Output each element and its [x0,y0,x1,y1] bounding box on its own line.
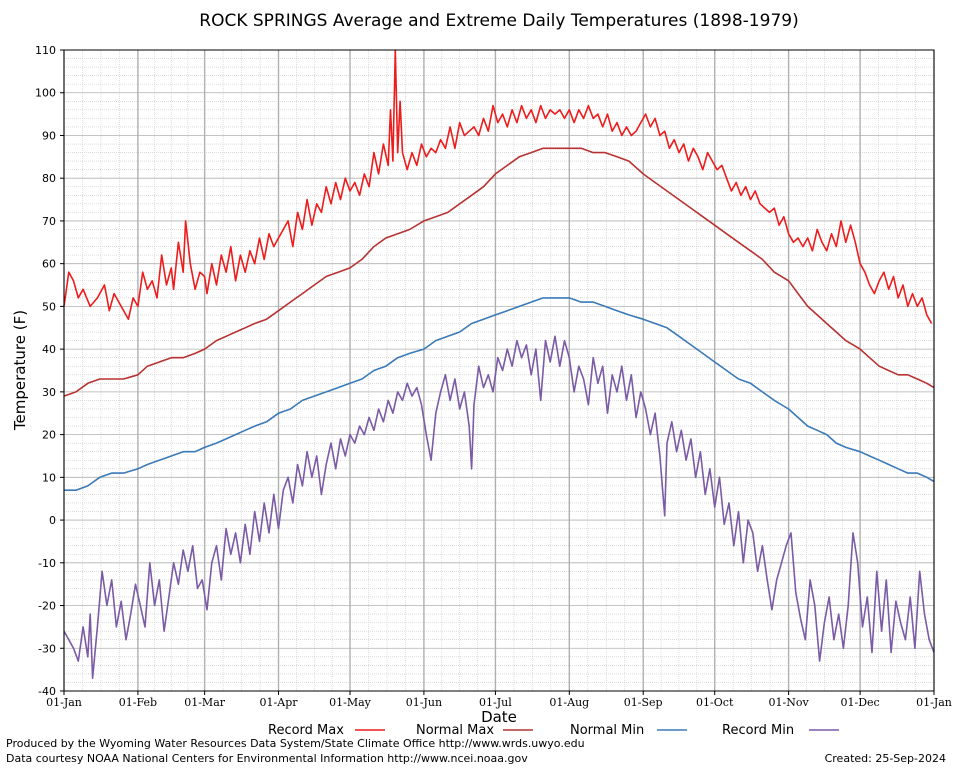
legend-label-record-min: Record Min [722,723,794,738]
axes [63,49,935,692]
y-tick-label: 110 [35,44,56,57]
legend: Record Max Normal Max Normal Min Record Min [268,723,839,738]
legend-label-record-max: Record Max [268,723,344,738]
y-axis-label: Temperature (F) [11,310,29,431]
y-tick-label: 60 [42,258,56,271]
x-tick-label: 01-Aug [549,696,589,709]
x-tick-label: 01-Jan [916,696,952,709]
y-tick-label: 0 [49,514,56,527]
y-tick-label: -10 [38,557,56,570]
credit-produced-by: Produced by the Wyoming Water Resources … [6,737,585,750]
x-tick-label: 01-May [329,696,372,709]
major-grid [63,49,935,692]
y-tick-labels: -40 -30 -20 -10 0 10 20 30 40 50 60 70 80 90 100 110 [35,44,64,698]
x-tick-label: 01-Nov [769,696,810,709]
y-tick-label: 10 [42,471,56,484]
x-tick-label: 01-Oct [696,696,734,709]
y-tick-label: 30 [42,386,56,399]
x-tick-label: 01-Jan [46,696,82,709]
plot-background [64,50,934,691]
credit-data-source: Data courtesy NOAA National Centers for … [6,752,528,765]
x-axis-label: Date [481,708,517,726]
y-tick-label: -40 [38,685,56,698]
plot-frame [63,49,935,692]
series-line-record-min [63,335,935,679]
x-tick-labels: 01-Jan 01-Feb 01-Mar 01-Apr 01-May 01-Jun 01-J… [46,691,952,709]
y-tick-label: 40 [42,343,56,356]
y-tick-label: 100 [35,87,56,100]
series-line-record-max [63,49,933,324]
series-layer [63,49,935,679]
y-tick-label: 50 [42,300,56,313]
x-tick-label: 01-Jul [479,696,512,709]
x-tick-label: 01-Mar [184,696,226,709]
chart-title: ROCK SPRINGS Average and Extreme Daily T… [199,11,798,31]
y-tick-label: 80 [42,172,56,185]
x-tick-label: 01-Feb [119,696,157,709]
x-tick-label: 01-Apr [260,696,299,709]
x-tick-label: 01-Dec [841,696,880,709]
created-date: Created: 25-Sep-2024 [824,752,946,765]
series-line-normal-min [64,297,935,491]
x-tick-label: 01-Jun [406,696,442,709]
series-line-normal-max [63,147,935,397]
y-tick-label: 90 [42,129,56,142]
legend-label-normal-max: Normal Max [416,723,494,738]
y-tick-label: -30 [38,642,56,655]
y-tick-label: 20 [42,429,56,442]
plot-area [64,50,934,691]
y-tick-label: 70 [42,215,56,228]
x-tick-label: 01-Sep [624,696,663,709]
legend-label-normal-min: Normal Min [570,723,644,738]
y-tick-label: -20 [38,600,56,613]
